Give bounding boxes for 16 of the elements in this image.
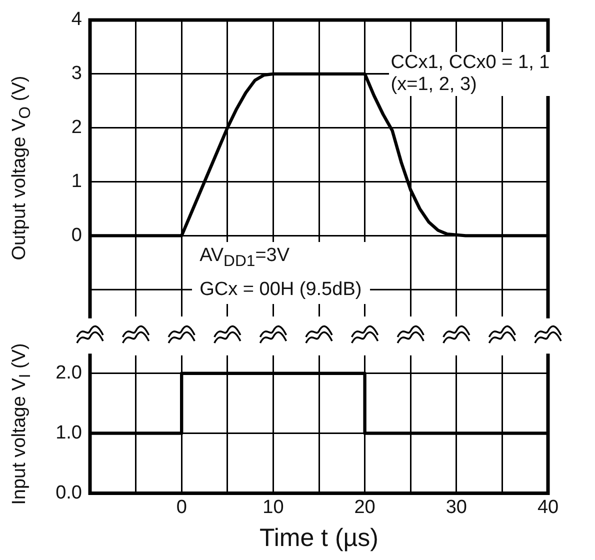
x-tick-label: 10	[262, 496, 284, 518]
y-tick-label: 2	[71, 117, 82, 138]
x-tick-label: 30	[446, 496, 467, 518]
annotation: AV$_{DD1}$=3V GCx = 00H (9.5dB)	[192, 242, 370, 304]
x-tick-label: 20	[354, 496, 376, 518]
y-tick-label: 3	[71, 63, 82, 84]
y-tick-label: 0.0	[56, 482, 82, 504]
y-tick-label: 4	[71, 9, 82, 30]
y-tick-label: 0	[71, 224, 82, 246]
annotation: CCx1, CCx0 = 1, 1 (x=1, 2, 3)	[388, 52, 552, 96]
x-tick-label: 40	[537, 496, 559, 518]
y-tick-label: 2.0	[56, 362, 82, 384]
x-tick-label: 0	[176, 496, 187, 518]
x-axis-title: Time t (µs)	[259, 524, 379, 553]
y-tick-label: 1.0	[56, 422, 82, 444]
y-tick-label: 1	[71, 171, 82, 192]
